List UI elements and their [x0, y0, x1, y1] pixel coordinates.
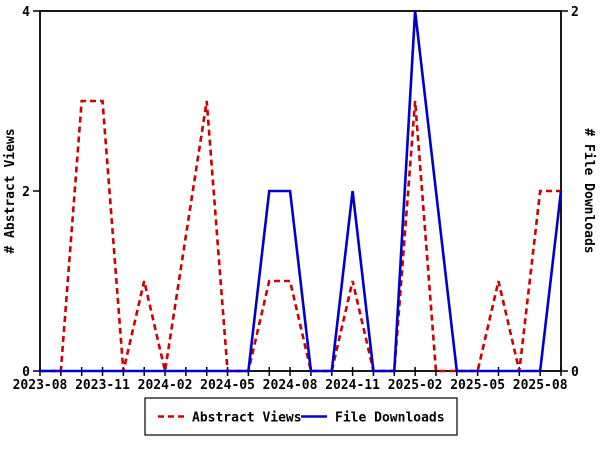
x-tick-label: 2024-08 [263, 378, 318, 393]
right-tick-label: 0 [571, 365, 579, 380]
legend-label: Abstract Views [192, 411, 302, 426]
x-tick-label: 2025-02 [388, 378, 443, 393]
x-tick-label: 2023-08 [13, 378, 68, 393]
left-axis-title: # Abstract Views [3, 128, 18, 253]
x-tick-label: 2024-05 [200, 378, 255, 393]
legend-label: File Downloads [335, 411, 445, 426]
right-axis-title: # File Downloads [581, 128, 596, 253]
series-line-file-downloads [40, 10, 563, 373]
x-tick-label: 2025-05 [450, 378, 505, 393]
left-tick-label: 2 [22, 185, 30, 200]
x-tick-label: 2023-11 [75, 378, 130, 393]
left-tick-label: 0 [22, 365, 30, 380]
right-tick-label: 2 [571, 5, 579, 20]
legend-box [144, 397, 458, 436]
x-tick-label: 2025-08 [513, 378, 568, 393]
left-tick-label: 4 [22, 5, 30, 20]
x-tick-label: 2024-02 [138, 378, 193, 393]
x-tick-label: 2024-11 [325, 378, 380, 393]
